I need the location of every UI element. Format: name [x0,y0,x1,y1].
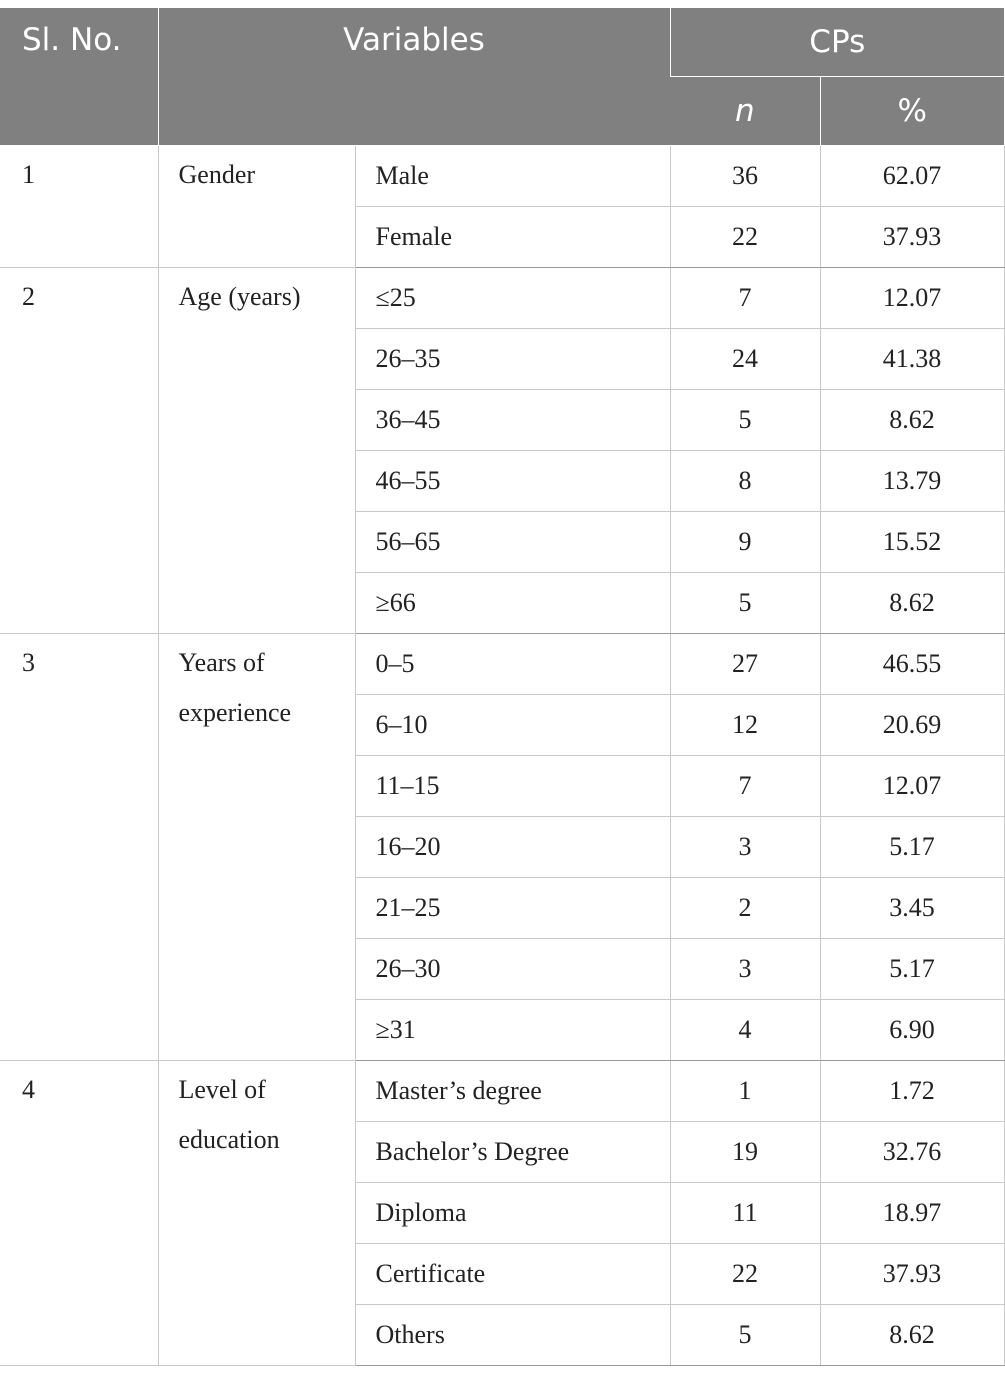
percent-cell: 18.97 [819,1182,1005,1244]
sl-no-cell: 1 [0,145,159,268]
n-cell: 7 [669,755,821,817]
n-cell: 12 [669,694,821,756]
table-row: Female 22 37.93 [0,206,1005,268]
category-cell: Certificate [355,1243,671,1305]
category-cell: 16–20 [355,816,671,878]
percent-cell: 8.62 [819,1304,1005,1366]
sl-no-cell: 2 [0,267,159,634]
category-cell: ≥66 [355,572,671,634]
category-cell: 26–30 [355,938,671,1000]
table-row: 3 Years of experience 0–5 27 46.55 [0,633,1005,1061]
category-cell: Bachelor’s Degree [355,1121,671,1183]
n-cell: 7 [669,267,821,329]
table-row: Others 5 8.62 [0,1304,1005,1366]
n-cell: 5 [669,572,821,634]
category-cell: Master’s degree [354,1060,671,1122]
table-row: 4 Level of education Master’s degree 1 1.72 [0,1060,1005,1366]
percent-cell: 37.93 [819,206,1005,268]
table-row: ≥31 4 6.90 [0,999,1005,1061]
n-cell: 8 [669,450,821,512]
table-row: 46–55 8 13.79 [0,450,1005,512]
percent-cell: 12.07 [819,755,1005,817]
n-cell: 5 [669,1304,821,1366]
percent-cell: 46.55 [819,633,1005,695]
percent-cell: 1.72 [819,1060,1005,1122]
percent-cell: 3.45 [819,877,1005,939]
n-cell: 24 [669,328,821,390]
n-cell: 9 [669,511,821,573]
category-cell: ≥31 [355,999,671,1061]
variable-cell: Years of experience [157,633,356,1061]
n-cell: 3 [669,816,821,878]
table-row: 26–30 3 5.17 [0,938,1005,1000]
variable-cell: Age (years) [157,267,356,634]
table-row: 16–20 3 5.17 [0,816,1005,878]
category-cell: Female [355,206,671,268]
n-cell: 3 [669,938,821,1000]
n-cell: 11 [669,1182,821,1244]
n-cell: 22 [669,1243,821,1305]
n-cell: 27 [669,633,821,695]
category-cell: Male [354,145,671,207]
n-cell: 22 [669,206,821,268]
percent-cell: 41.38 [819,328,1005,390]
sl-no-cell: 4 [0,1060,159,1366]
header-n: n [670,76,821,146]
header-variables: Variables [157,8,671,146]
category-cell: Others [355,1304,671,1366]
percent-cell: 8.62 [819,389,1005,451]
category-cell: 46–55 [355,450,671,512]
n-cell: 2 [669,877,821,939]
table-body: 1 Gender Male 36 62.07 Female 22 37.93 2 Age (yea… [0,145,1005,1366]
percent-cell: 5.17 [819,938,1005,1000]
category-cell: 11–15 [355,755,671,817]
n-cell: 5 [669,389,821,451]
percent-cell: 32.76 [819,1121,1005,1183]
category-cell: 0–5 [354,633,671,695]
table-row: 21–25 2 3.45 [0,877,1005,939]
n-cell: 4 [669,999,821,1061]
header-sl-no: Sl. No. [0,8,158,146]
variable-cell: Level of education [157,1060,356,1366]
percent-cell: 20.69 [819,694,1005,756]
percent-cell: 6.90 [819,999,1005,1061]
table-row: Diploma 11 18.97 [0,1182,1005,1244]
category-cell: Diploma [355,1182,671,1244]
table-row: 6–10 12 20.69 [0,694,1005,756]
n-cell: 36 [669,145,821,207]
table-row: 26–35 24 41.38 [0,328,1005,390]
n-cell: 1 [669,1060,821,1122]
table-row: 56–65 9 15.52 [0,511,1005,573]
percent-cell: 8.62 [819,572,1005,634]
category-cell: 26–35 [355,328,671,390]
percent-cell: 37.93 [819,1243,1005,1305]
category-cell: 36–45 [355,389,671,451]
category-cell: 6–10 [355,694,671,756]
sl-no-cell: 3 [0,633,159,1061]
table-row: Bachelor’s Degree 19 32.76 [0,1121,1005,1183]
category-cell: ≤25 [354,267,671,329]
header-percent: % [819,76,1005,146]
percent-cell: 12.07 [819,267,1005,329]
percent-cell: 62.07 [819,145,1005,207]
n-cell: 19 [669,1121,821,1183]
table-row: ≥66 5 8.62 [0,572,1005,634]
percent-cell: 13.79 [819,450,1005,512]
table-row: Certificate 22 37.93 [0,1243,1005,1305]
table-row: 1 Gender Male 36 62.07 [0,145,1005,268]
demographics-table: Sl. No. Variables CPs n % 1 Gender Male 36 6… [0,8,1005,1366]
category-cell: 56–65 [355,511,671,573]
table-row: 36–45 5 8.62 [0,389,1005,451]
table-row: 2 Age (years) ≤25 7 12.07 [0,267,1005,634]
percent-cell: 15.52 [819,511,1005,573]
category-cell: 21–25 [355,877,671,939]
table-header: Sl. No. Variables CPs n % [0,8,1005,146]
header-cps: CPs [669,8,1005,77]
percent-cell: 5.17 [819,816,1005,878]
variable-cell: Gender [157,145,356,268]
